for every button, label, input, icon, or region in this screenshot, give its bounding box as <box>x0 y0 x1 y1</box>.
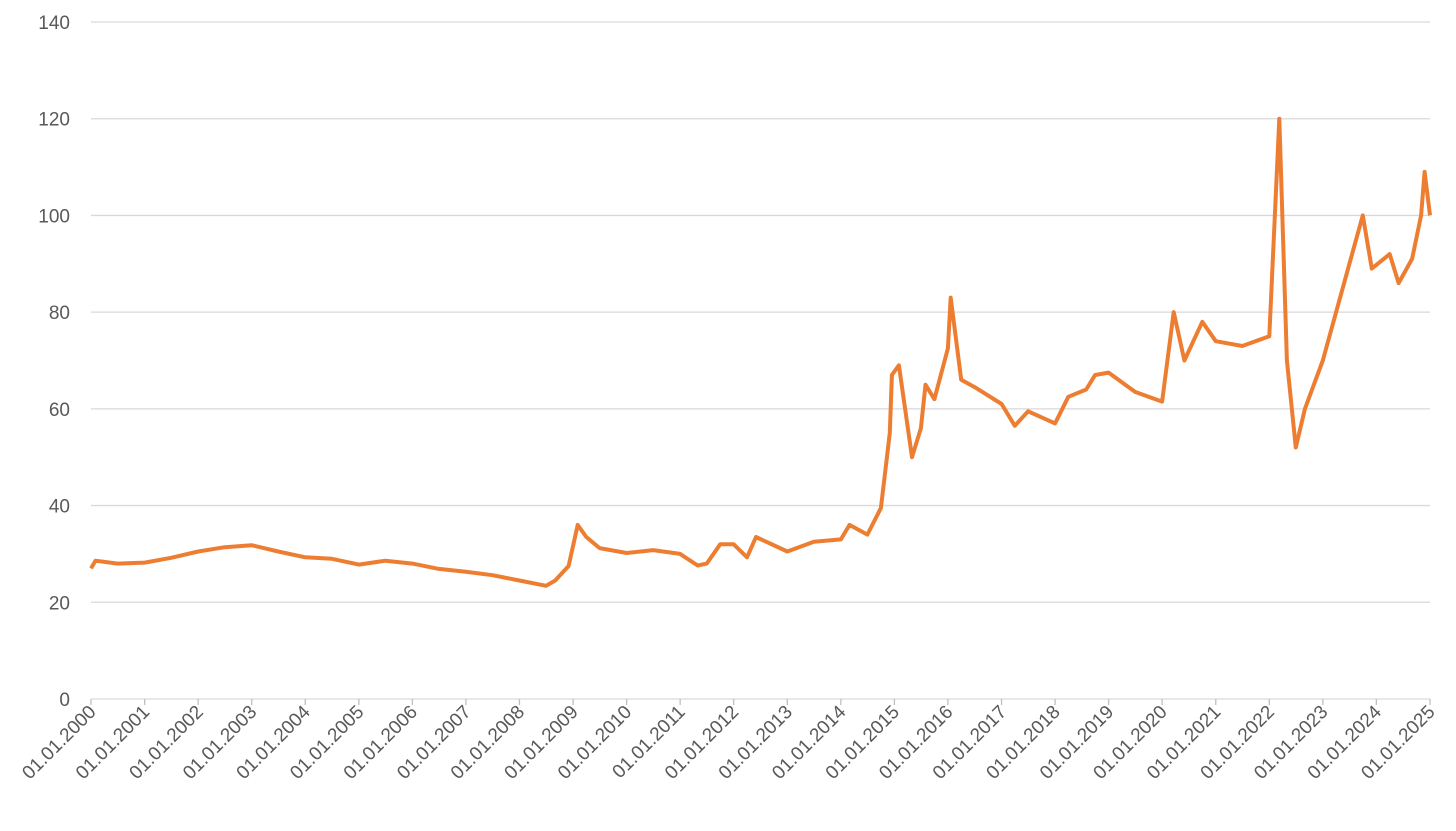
y-tick-label: 0 <box>59 690 70 711</box>
y-tick-label: 20 <box>49 593 70 614</box>
y-tick-label: 60 <box>49 400 70 421</box>
y-tick-label: 100 <box>38 206 70 227</box>
y-tick-label: 120 <box>38 110 70 131</box>
y-tick-label: 80 <box>49 303 70 324</box>
y-tick-label: 140 <box>38 13 70 34</box>
line-series <box>89 116 1432 588</box>
y-tick-label: 40 <box>49 497 70 518</box>
